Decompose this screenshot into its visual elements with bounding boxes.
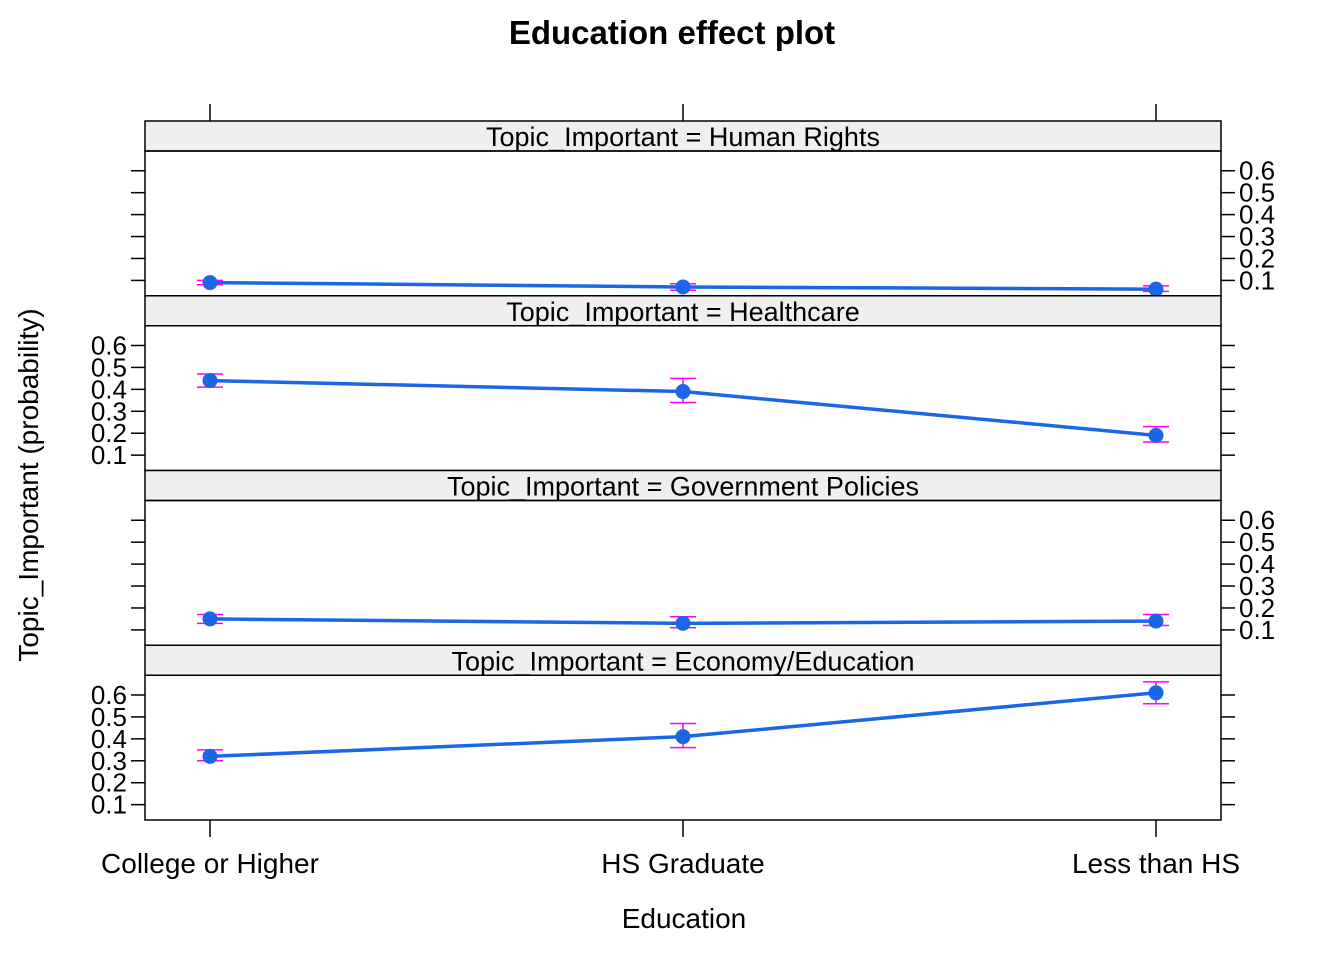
data-point [675, 615, 691, 631]
y-axis-label: Topic_Important (probability) [13, 308, 44, 661]
data-point [202, 373, 218, 389]
panel-strip-label: Topic_Important = Human Rights [486, 122, 880, 152]
panel-strip-label: Topic_Important = Healthcare [506, 297, 859, 327]
panel-frame [144, 150, 1222, 297]
panel-4: Topic_Important = Economy/Education0.10.… [91, 644, 1235, 821]
chart-title: Education effect plot [509, 14, 835, 51]
panel-strip-label: Topic_Important = Government Policies [447, 472, 919, 502]
y-tick-label: 0.4 [91, 724, 127, 754]
data-point [202, 611, 218, 627]
x-tick-label: Less than HS [1072, 848, 1240, 879]
data-point [1148, 685, 1164, 701]
panel-strip [144, 644, 1222, 676]
y-tick-label: 0.4 [1239, 200, 1275, 230]
panel-strip-label: Topic_Important = Economy/Education [451, 646, 914, 676]
y-tick-label: 0.6 [91, 330, 127, 360]
data-point [675, 729, 691, 745]
x-tick-label: College or Higher [101, 848, 319, 879]
data-point [202, 748, 218, 764]
y-tick-label: 0.1 [91, 790, 127, 820]
y-tick-label: 0.2 [91, 418, 127, 448]
y-tick-label: 0.2 [1239, 593, 1275, 623]
data-point [1148, 427, 1164, 443]
y-tick-label: 0.3 [91, 396, 127, 426]
y-tick-label: 0.1 [91, 440, 127, 470]
y-tick-label: 0.1 [1239, 615, 1275, 645]
data-point [1148, 281, 1164, 297]
data-point [202, 275, 218, 291]
panel-strip [144, 469, 1222, 502]
x-tick-label: HS Graduate [601, 848, 764, 879]
y-tick-label: 0.6 [91, 680, 127, 710]
y-tick-label: 0.6 [1239, 156, 1275, 186]
x-axis-label: Education [622, 903, 747, 934]
y-tick-label: 0.4 [91, 374, 127, 404]
panel-1: Topic_Important = Human Rights0.10.20.30… [131, 120, 1275, 297]
panel-3: Topic_Important = Government Policies 0.1… [131, 469, 1275, 646]
y-tick-label: 0.3 [1239, 222, 1275, 252]
data-point [1148, 613, 1164, 629]
data-point [675, 384, 691, 400]
y-tick-label: 0.1 [1239, 265, 1275, 295]
data-point [675, 279, 691, 295]
y-tick-label: 0.5 [91, 702, 127, 732]
y-tick-label: 0.2 [1239, 243, 1275, 273]
x-axis: College or Higher HS Graduate Less than HS [101, 104, 1240, 879]
panel-strip [144, 295, 1222, 327]
panel-strip [144, 120, 1222, 152]
y-tick-label: 0.2 [91, 768, 127, 798]
panels-group: Topic_Important = Human Rights0.10.20.30… [91, 120, 1275, 821]
y-tick-label: 0.3 [91, 746, 127, 776]
y-tick-label: 0.5 [1239, 527, 1275, 557]
y-tick-label: 0.6 [1239, 505, 1275, 535]
y-tick-label: 0.4 [1239, 549, 1275, 579]
y-tick-label: 0.5 [1239, 178, 1275, 208]
y-tick-label: 0.5 [91, 352, 127, 382]
y-tick-label: 0.3 [1239, 571, 1275, 601]
panel-2: Topic_Important = Healthcare 0.10.20.30.4… [91, 295, 1235, 472]
